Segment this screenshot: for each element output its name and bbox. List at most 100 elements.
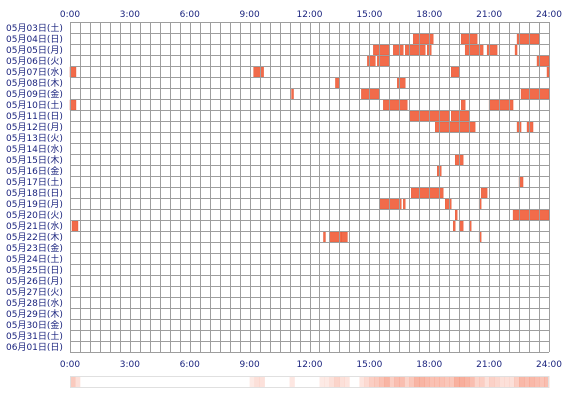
activity-bar [379,198,402,210]
row-date-label: 05月24日(土) [6,253,63,265]
summary-strip-cell [504,376,510,388]
bottom-time-axis: 0:00 3:00 6:00 9:00 12:00 15:00 18:00 21:00 24:0… [60,360,562,370]
row-date-label: 05月23日(金) [6,242,63,254]
summary-strip-cell [454,376,460,388]
activity-bar [405,44,426,56]
top-tick-label: 9:00 [240,10,260,20]
summary-strip-cell [424,376,430,388]
activity-bar [536,55,550,67]
activity-bar [413,33,434,45]
top-time-axis: 0:00 3:00 6:00 9:00 12:00 15:00 18:00 21:00 24:0… [60,10,562,20]
row-date-label: 05月30日(金) [6,319,63,331]
summary-strip-cell [379,376,385,388]
activity-bar [460,99,466,111]
row-date-label: 05月22日(木) [6,231,63,243]
summary-strip-cell [529,376,535,388]
top-tick-label: 24:00 [536,10,562,20]
activity-bar [291,88,294,100]
summary-strip-cell [444,376,450,388]
row-date-label: 05月25日(日) [6,265,63,276]
summary-strip-cell [70,376,76,388]
activity-bar [71,220,79,232]
top-tick-label: 18:00 [416,10,442,20]
top-tick-label: 12:00 [297,10,323,20]
summary-strip-cell [534,376,540,388]
row-date-label: 05月11日(日) [6,111,63,122]
summary-strip-background [70,376,549,388]
summary-strip-cell [329,376,335,388]
summary-strip-cell [74,376,81,388]
summary-strip-cell [289,376,295,388]
row-date-label: 05月14日(水) [6,143,63,155]
summary-strip-cell [409,376,415,388]
activity-bar [383,99,408,111]
summary-strip-cell [389,376,395,388]
summary-strip-cell [374,376,380,388]
summary-strip-cell [464,376,470,388]
activity-bar [393,44,404,56]
summary-strip-cell [384,376,390,388]
activity-bar [520,88,550,100]
row-date-label: 05月10日(土) [6,99,63,111]
row-date-label: 05月12日(月) [6,122,63,133]
summary-strip-cell [494,376,500,388]
bottom-tick-label: 18:00 [416,360,442,370]
activity-bar [526,121,534,133]
summary-strip-cell [479,376,485,388]
summary-strip-cell [344,376,350,388]
row-date-label: 05月09日(金) [6,88,63,100]
summary-strip-cell [364,376,370,388]
row-date-label: 05月27日(火) [6,287,63,298]
top-tick-label: 15:00 [356,10,382,20]
grid-lines [70,22,550,353]
activity-bar [464,44,484,56]
summary-strip-cell [254,376,260,388]
summary-strip-cell [499,376,505,388]
summary-strip-cell [434,376,440,388]
top-tick-label: 21:00 [476,10,502,20]
summary-strip-cell [399,376,405,388]
summary-strip-cell [414,376,420,388]
row-date-label: 05月04日(日) [6,34,63,45]
summary-strip-cell [324,376,330,388]
summary-strip-cell [339,376,345,388]
activity-bar [451,110,470,122]
activity-bar [335,77,340,89]
row-date-label: 06月01日(日) [6,342,63,353]
date-row-labels: 05月03日(土)05月04日(日)05月05日(月)05月06日(火)05月0… [6,22,63,353]
activity-summary-strip [70,376,550,388]
summary-strip-cell [334,376,340,388]
row-date-label: 05月21日(水) [6,220,63,232]
summary-strip-cell [394,376,400,388]
summary-strip-cell [544,376,550,388]
row-date-label: 05月08日(木) [6,77,63,89]
activity-bar [445,198,452,210]
bottom-tick-label: 3:00 [120,360,140,370]
summary-strip-cell [359,376,365,388]
summary-strip-cell [514,376,520,388]
row-date-label: 05月20日(火) [6,210,63,221]
summary-strip-cell [439,376,445,388]
summary-strip-cell [539,376,545,388]
activity-bar [486,44,498,56]
activity-bar [514,44,518,56]
activity-bar [480,187,488,199]
summary-strip-cell [419,376,425,388]
summary-strip-cell [484,376,490,388]
activity-bar [253,66,264,78]
summary-strip-cell [509,376,515,388]
activity-bar [361,88,380,100]
bottom-tick-label: 15:00 [356,360,382,370]
summary-strip-cell [449,376,455,388]
row-date-label: 05月15日(木) [6,154,63,166]
summary-strip-cell [259,376,265,388]
bottom-tick-label: 21:00 [476,360,502,370]
row-date-label: 05月03日(土) [6,22,63,34]
row-date-label: 05月31日(土) [6,330,63,342]
activity-bar [454,209,458,221]
bottom-tick-label: 24:00 [536,360,562,370]
activity-bar [516,33,540,45]
activity-bar [453,220,456,232]
summary-strip-cell [369,376,375,388]
